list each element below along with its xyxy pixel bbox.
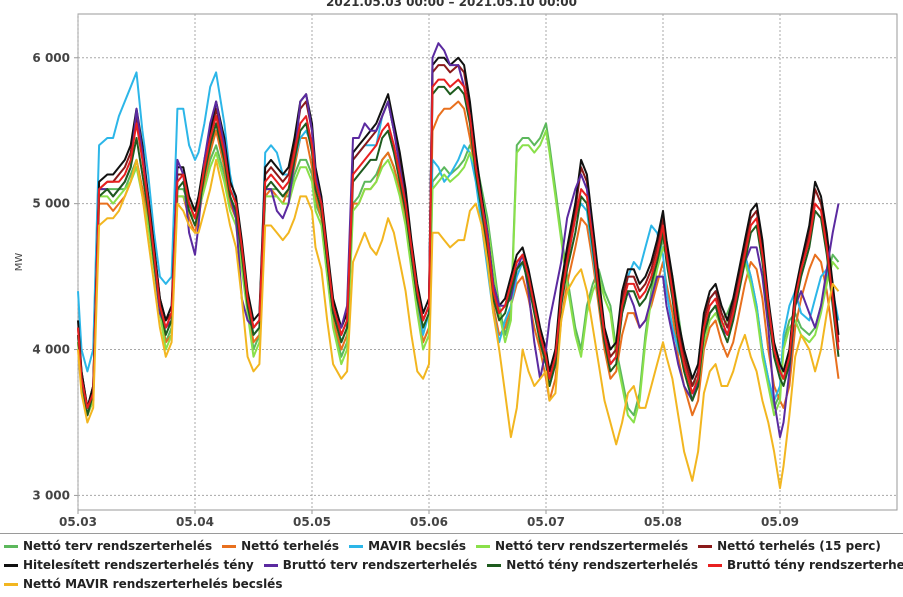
legend-item: Nettó MAVIR rendszerterhelés becslés [4, 577, 282, 591]
legend-item: Nettó terhelés (15 perc) [698, 539, 881, 553]
legend-label: Bruttó tény rendszerterhelés [727, 558, 903, 572]
y-tick-label: 4 000 [32, 343, 70, 357]
legend-label: MAVIR becslés [368, 539, 467, 553]
x-tick-label: 05.05 [293, 515, 331, 529]
legend-label: Bruttó terv rendszerterhelés [282, 558, 478, 572]
y-tick-label: 3 000 [32, 488, 70, 502]
legend-swatch [698, 544, 713, 548]
legend-swatch [4, 582, 18, 586]
series-line-8 [77, 85, 840, 417]
legend-row: Nettó terv rendszerterhelés Nettó terhelé… [4, 536, 891, 556]
legend: Nettó terv rendszerterhelés Nettó terhelé… [0, 533, 903, 595]
series-line-4 [77, 129, 840, 424]
legend-swatch [487, 563, 502, 567]
legend-swatch [708, 563, 723, 567]
legend-label: Nettó terv rendszertermelés [495, 539, 689, 553]
legend-item: Hitelesített rendszerterhelés tény [4, 558, 254, 572]
tick-labels: 3 000 4 000 5 000 6 000 05.03 05.04 05.05 05.06… [32, 51, 799, 529]
x-tick-label: 05.09 [761, 515, 799, 529]
legend-item: Nettó tény rendszerterhelés [487, 558, 698, 572]
legend-label: Nettó terv rendszerterhelés [23, 539, 213, 553]
legend-swatch [4, 563, 18, 567]
x-tick-label: 05.07 [527, 515, 565, 529]
legend-item: Nettó terhelés [222, 539, 339, 553]
legend-label: Nettó MAVIR rendszerterhelés becslés [23, 577, 283, 591]
legend-swatch [222, 544, 237, 548]
chart-title: 2021.05.03 00:00 – 2021.05.10 00:00 [326, 0, 577, 9]
legend-row: Hitelesített rendszerterhelés tény Bruttó… [4, 555, 903, 575]
legend-label: Hitelesített rendszerterhelés tény [23, 558, 254, 572]
legend-item: Bruttó tény rendszerterhelés [708, 558, 903, 572]
y-tick-label: 6 000 [32, 51, 70, 65]
series-lines [77, 42, 840, 490]
chart-plot: 3 000 4 000 5 000 6 000 05.03 05.04 05.05 05.06… [14, 13, 898, 529]
series-line-9 [77, 78, 840, 409]
legend-swatch [263, 563, 278, 567]
x-tick-label: 05.03 [59, 515, 97, 529]
x-tick-label: 05.08 [644, 515, 682, 529]
legend-swatch [4, 544, 18, 548]
legend-item: Nettó terv rendszertermelés [476, 539, 688, 553]
y-axis-label: MW [14, 253, 25, 272]
legend-swatch [349, 544, 364, 548]
x-tick-label: 05.06 [410, 515, 448, 529]
y-tick-label: 5 000 [32, 197, 70, 211]
x-tick-label: 05.04 [176, 515, 214, 529]
legend-row: Nettó MAVIR rendszerterhelés becslés [4, 574, 292, 594]
legend-swatch [476, 544, 491, 548]
legend-item: MAVIR becslés [349, 539, 466, 553]
legend-item: Nettó terv rendszerterhelés [4, 539, 212, 553]
legend-label: Nettó terhelés (15 perc) [717, 539, 881, 553]
legend-item: Bruttó terv rendszerterhelés [263, 558, 478, 572]
legend-label: Nettó terhelés [241, 539, 340, 553]
series-line-10 [77, 158, 840, 490]
legend-label: Nettó tény rendszerterhelés [506, 558, 699, 572]
